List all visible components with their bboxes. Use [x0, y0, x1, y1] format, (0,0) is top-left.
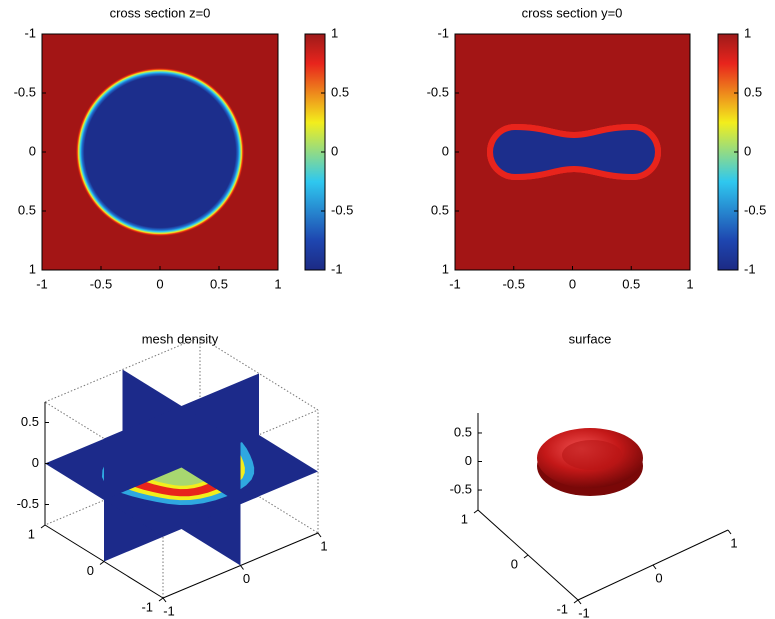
- x-tick-label: 1: [274, 276, 281, 291]
- colorbar-tick-label: -1: [331, 261, 343, 276]
- surface-body: [537, 428, 643, 496]
- x-tick-label: 0: [655, 570, 662, 585]
- y-tick-label: 0: [442, 143, 449, 158]
- y-tick: [474, 510, 478, 513]
- colorbar-tick-label: 0: [744, 143, 751, 158]
- y-tick-label: 0: [29, 143, 36, 158]
- y-tick-label: 1: [28, 526, 35, 541]
- x-tick: [163, 598, 166, 602]
- y-tick-label: -0.5: [14, 84, 36, 99]
- y-tick: [159, 598, 163, 601]
- y-tick: [41, 525, 45, 528]
- x-tick-label: 0: [243, 571, 250, 586]
- y-tick-label: -1: [556, 601, 568, 616]
- colorbar-tick-label: 0.5: [744, 84, 762, 99]
- x-tick-label: -1: [163, 603, 175, 618]
- chart-title: cross section z=0: [110, 5, 211, 20]
- z-tick-label: -0.5: [17, 496, 39, 511]
- y-tick: [574, 600, 578, 603]
- y-tick-label: 0.5: [18, 202, 36, 217]
- y-tick: [524, 555, 528, 558]
- chart-title: cross section y=0: [522, 5, 623, 20]
- colorbar-tick-label: -1: [744, 261, 756, 276]
- y-tick-label: 0: [87, 563, 94, 578]
- x-tick-label: 0.5: [622, 276, 640, 291]
- x-tick: [318, 533, 321, 537]
- x-tick-label: -0.5: [503, 276, 525, 291]
- x-tick-label: 0.5: [210, 276, 228, 291]
- z-tick-label: 0.5: [454, 424, 472, 439]
- colorbar-tick-label: 0: [331, 143, 338, 158]
- x-tick-label: 1: [320, 538, 327, 553]
- x-tick-label: -1: [36, 276, 48, 291]
- figure: cross section z=0 cross section y=0 mesh…: [0, 0, 775, 619]
- colorbar-tick-label: -0.5: [744, 202, 766, 217]
- x-tick: [653, 565, 656, 569]
- y-tick-label: 1: [442, 261, 449, 276]
- x-tick-label: -0.5: [90, 276, 112, 291]
- y-tick-label: 0: [511, 556, 518, 571]
- y-tick-label: -1: [141, 599, 153, 614]
- page: {"chart_data": [ {"type": "heatmap", "ti…: [0, 0, 775, 619]
- x-tick-label: -1: [449, 276, 461, 291]
- colorbar-tick-label: 1: [744, 25, 751, 40]
- x-tick: [241, 566, 244, 570]
- x-tick-label: 0: [569, 276, 576, 291]
- x-tick-label: 1: [730, 535, 737, 550]
- x-tick: [728, 530, 731, 534]
- y-tick: [100, 562, 104, 565]
- x-tick-label: -1: [578, 605, 590, 619]
- colorbar-tick-label: 1: [331, 25, 338, 40]
- colorbar-tick-label: -0.5: [331, 202, 353, 217]
- y-tick-label: -1: [24, 25, 36, 40]
- field-region: [493, 130, 655, 174]
- x-tick-label: 1: [686, 276, 693, 291]
- field-region: [76, 68, 244, 236]
- z-tick-label: 0.5: [21, 414, 39, 429]
- y-tick-label: -0.5: [427, 84, 449, 99]
- y-tick-label: 1: [29, 261, 36, 276]
- colorbar-tick-label: 0.5: [331, 84, 349, 99]
- x-tick-label: 0: [156, 276, 163, 291]
- z-tick-label: 0: [32, 455, 39, 470]
- y-tick-label: 0.5: [431, 202, 449, 217]
- z-tick-label: -0.5: [450, 481, 472, 496]
- x-tick: [578, 600, 581, 604]
- y-tick-label: -1: [437, 25, 449, 40]
- y-tick-label: 1: [461, 511, 468, 526]
- z-tick-label: 0: [465, 453, 472, 468]
- chart-title: surface: [569, 331, 612, 346]
- chart-title: mesh density: [142, 331, 219, 346]
